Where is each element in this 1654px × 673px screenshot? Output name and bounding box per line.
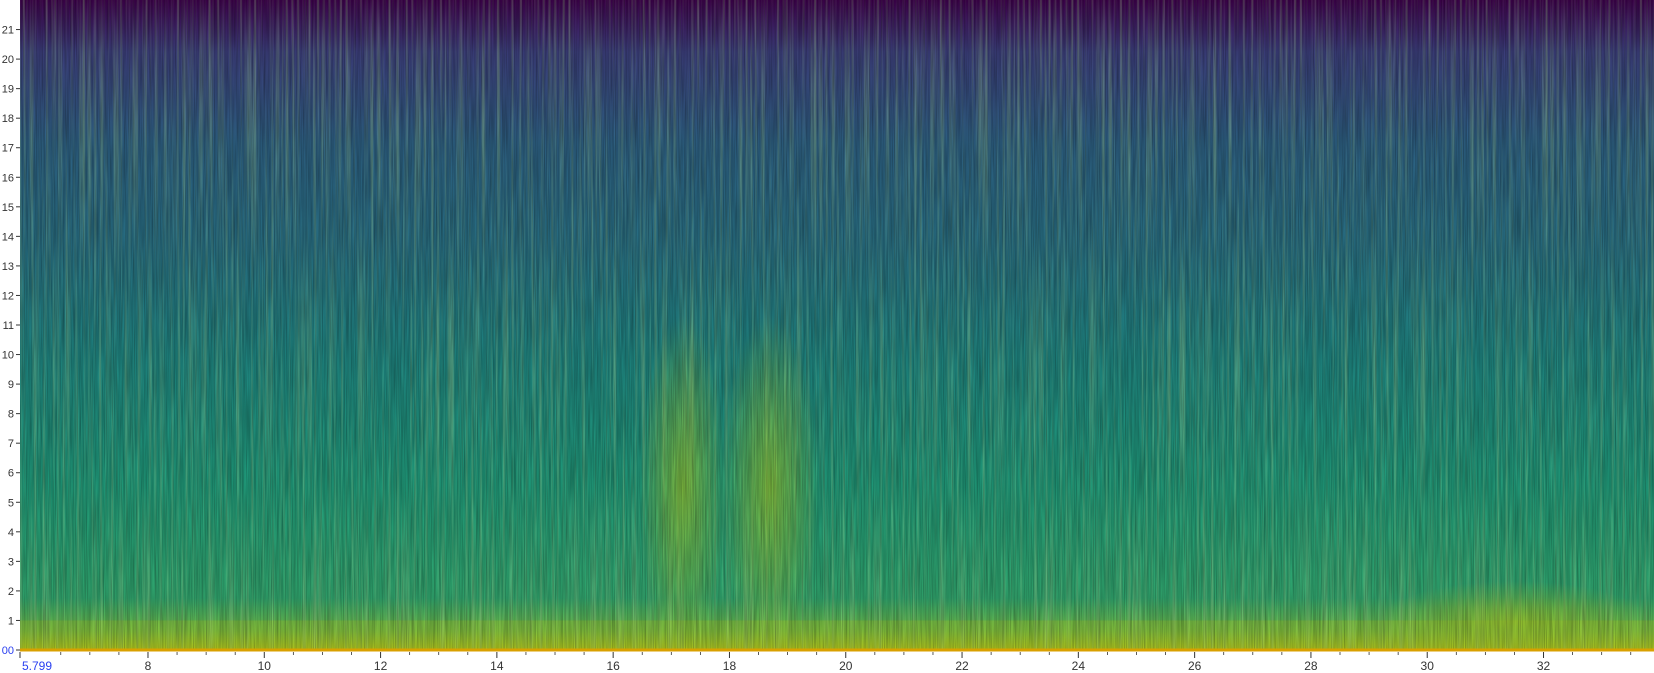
time-start-label: 5.799 [22,659,52,673]
y-tick-label: 4 [8,527,14,539]
y-tick-label: 00 [2,645,14,657]
y-tick-label: 3 [8,556,14,568]
x-tick-label: 14 [490,659,504,673]
y-tick-label: 16 [2,172,14,184]
x-tick-label: 26 [1188,659,1202,673]
y-tick-label: 19 [2,84,14,96]
y-tick-label: 21 [2,25,14,37]
x-tick-label: 20 [839,659,853,673]
x-tick-label: 16 [606,659,620,673]
y-tick-label: 20 [2,54,14,66]
y-tick-label: 14 [2,231,14,243]
x-tick-label: 10 [258,659,272,673]
spectrogram-image [20,0,1654,650]
x-tick-label: 12 [374,659,388,673]
y-tick-label: 1 [8,615,14,627]
y-tick-label: 10 [2,350,14,362]
y-tick-label: 5 [8,497,14,509]
x-tick-label: 32 [1537,659,1551,673]
y-tick-label: 13 [2,261,14,273]
y-tick-label: 9 [8,379,14,391]
y-tick-label: 6 [8,468,14,480]
y-tick-label: 11 [3,320,14,332]
x-axis: 5.799 8 10 12 14 16 18 20 22 24 26 28 30 32 [19,652,1632,673]
y-tick-label: 15 [2,202,14,214]
x-tick-label: 22 [955,659,969,673]
y-tick-label: 2 [8,586,14,598]
x-tick-label: 24 [1072,659,1086,673]
y-tick-label: 18 [2,113,14,125]
y-tick-label: 8 [8,409,14,421]
y-tick-label: 17 [2,143,14,155]
x-tick-label: 28 [1304,659,1318,673]
x-tick-label: 8 [145,659,152,673]
y-tick-label: 7 [8,438,14,450]
x-tick-label: 30 [1421,659,1435,673]
y-tick-label: 12 [2,290,14,302]
x-tick-label: 18 [723,659,737,673]
